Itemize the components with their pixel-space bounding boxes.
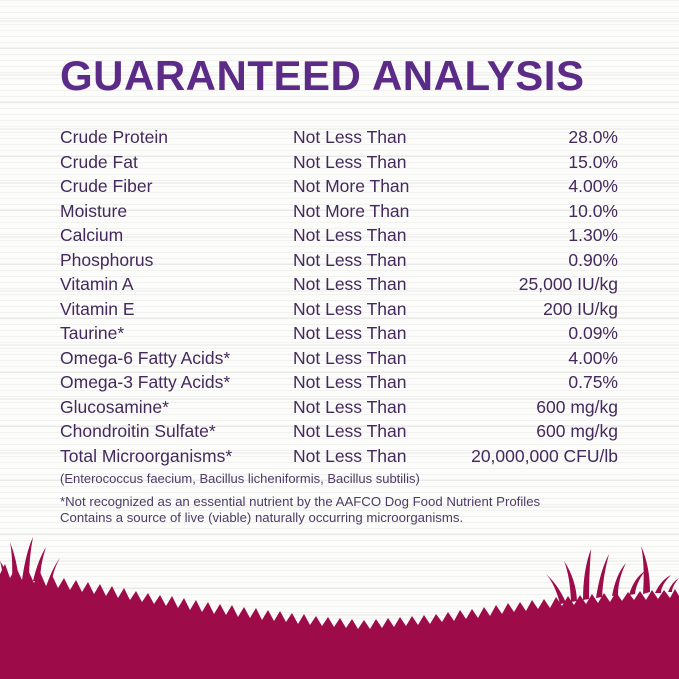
basis-label: Not Less Than xyxy=(293,225,407,245)
nutrient-value: 10.0% xyxy=(568,200,618,221)
basis-label: Not Less Than xyxy=(293,421,407,441)
nutrient-name: Omega-6 Fatty Acids* xyxy=(60,347,231,368)
grass-blade xyxy=(10,542,19,582)
nutrient-name: Crude Fiber xyxy=(60,176,153,196)
nutrient-value: 15.0% xyxy=(568,151,618,172)
grass-blade xyxy=(655,575,671,593)
table-row: Chondroitin Sulfate* Not Less Than 600 m… xyxy=(60,419,618,444)
table-row: Calcium Not Less Than 1.30% xyxy=(60,223,618,248)
table-row: Taurine* Not Less Than 0.09% xyxy=(60,321,618,346)
grass-blade xyxy=(22,537,33,580)
table-row: Crude Fiber Not More Than 4.00% xyxy=(60,174,618,199)
microorganisms-species-note: (Enterococcus faecium, Bacillus lichenif… xyxy=(60,471,420,486)
nutrient-name: Total Microorganisms* xyxy=(60,445,233,466)
basis-label: Not Less Than xyxy=(293,298,407,319)
basis-label: Not Less Than xyxy=(293,347,407,368)
nutrient-name: Phosphorus xyxy=(60,249,154,270)
nutrient-name: Taurine* xyxy=(60,323,125,343)
nutrient-value: 4.00% xyxy=(568,176,618,196)
table-row: Glucosamine* Not Less Than 600 mg/kg xyxy=(60,395,618,420)
nutrient-value: 20,000,000 CFU/lb xyxy=(471,445,618,466)
basis-label: Not Less Than xyxy=(293,151,407,172)
basis-label: Not More Than xyxy=(293,176,410,196)
grass-blade xyxy=(641,546,650,594)
grass-blade xyxy=(33,547,46,582)
nutrient-name: Moisture xyxy=(60,200,128,221)
nutrient-value: 0.75% xyxy=(568,372,618,392)
table-row: Phosphorus Not Less Than 0.90% xyxy=(60,248,618,273)
nutrient-value: 0.09% xyxy=(568,323,618,343)
basis-label: Not Less Than xyxy=(293,445,407,466)
grass-silhouette xyxy=(0,537,679,679)
nutrient-value: 4.00% xyxy=(568,347,618,368)
grass-blade xyxy=(0,561,9,580)
page-title: GUARANTEED ANALYSIS xyxy=(60,52,585,99)
table-row: Moisture Not More Than 10.0% xyxy=(60,199,618,224)
nutrient-name: Vitamin E xyxy=(60,298,135,319)
grass-blade xyxy=(612,563,626,596)
basis-label: Not Less Than xyxy=(293,372,407,392)
nutrient-value: 600 mg/kg xyxy=(536,421,618,441)
basis-label: Not Less Than xyxy=(293,274,407,294)
grass-blade xyxy=(596,554,609,598)
basis-label: Not Less Than xyxy=(293,249,407,270)
nutrient-value: 0.90% xyxy=(568,249,618,270)
footnote-line-1: *Not recognized as an essential nutrient… xyxy=(60,494,541,509)
nutrient-name: Crude Protein xyxy=(60,127,168,147)
table-row: Crude Protein Not Less Than 28.0% xyxy=(60,125,618,150)
nutrient-value: 25,000 IU/kg xyxy=(518,274,618,294)
nutrient-name: Calcium xyxy=(60,225,124,245)
grass-blade xyxy=(629,571,645,595)
nutrient-value: 28.0% xyxy=(568,127,618,147)
nutrient-name: Glucosamine* xyxy=(60,396,169,417)
analysis-table: Crude Protein Not Less Than 28.0% Crude … xyxy=(60,125,618,468)
table-row: Crude Fat Not Less Than 15.0% xyxy=(60,150,618,175)
nutrient-value: 600 mg/kg xyxy=(536,396,618,417)
grass-shapes xyxy=(0,537,679,679)
grass-blade xyxy=(546,574,566,604)
basis-label: Not More Than xyxy=(293,200,410,221)
grass-blade xyxy=(668,578,679,592)
nutrient-value: 200 IU/kg xyxy=(543,298,618,319)
nutrient-name: Omega-3 Fatty Acids* xyxy=(60,372,231,392)
nutrient-name: Vitamin A xyxy=(60,274,134,294)
grass-hill xyxy=(0,564,679,679)
grass-blade xyxy=(583,549,591,600)
nutrient-value: 1.30% xyxy=(568,225,618,245)
table-row: Omega-6 Fatty Acids* Not Less Than 4.00% xyxy=(60,346,618,371)
grass-blade xyxy=(564,561,577,602)
basis-label: Not Less Than xyxy=(293,127,407,147)
grass-blade xyxy=(47,558,60,584)
nutrient-name: Crude Fat xyxy=(60,151,138,172)
footnote-line-2: Contains a source of live (viable) natur… xyxy=(60,509,464,525)
table-row: Vitamin A Not Less Than 25,000 IU/kg xyxy=(60,272,618,297)
basis-label: Not Less Than xyxy=(293,323,407,343)
footnote: *Not recognized as an essential nutrient… xyxy=(60,494,618,525)
nutrient-name: Chondroitin Sulfate* xyxy=(60,421,216,441)
table-row: Vitamin E Not Less Than 200 IU/kg xyxy=(60,297,618,322)
table-row: Total Microorganisms* Not Less Than 20,0… xyxy=(60,444,618,469)
label-content: GUARANTEED ANALYSIS Crude Protein Not Le… xyxy=(60,52,618,525)
table-row: Omega-3 Fatty Acids* Not Less Than 0.75% xyxy=(60,370,618,395)
basis-label: Not Less Than xyxy=(293,396,407,417)
